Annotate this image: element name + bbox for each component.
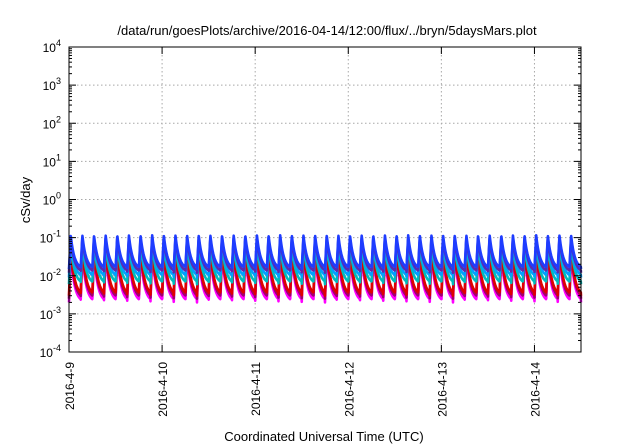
x-tick-labels: 2016-4-9 2016-4-10 2016-4-11 2016-4-12 2016-… [63,362,542,417]
x-tick-label: 2016-4-10 [156,362,170,417]
y-tick-exponent: -4 [53,343,61,353]
grid [69,47,581,352]
series-line-3 [67,244,583,297]
y-tick-label: 10-3 [40,305,61,322]
x-tick-label: 2016-4-11 [249,362,263,416]
y-tick-base: 10 [43,79,57,93]
axis-ticks [68,46,581,353]
y-axis-label: cSv/day [18,176,33,223]
x-tick-label: 2016-4-14 [528,362,542,417]
y-tick-exponent: 3 [56,76,61,86]
y-tick-base: 10 [40,270,54,284]
y-tick-label: 103 [43,76,61,93]
y-tick-base: 10 [40,308,54,322]
y-tick-base: 10 [40,232,54,246]
y-tick-base: 10 [43,41,57,55]
y-tick-base: 10 [43,194,57,208]
y-tick-exponent: 0 [56,191,61,201]
series-line-7 [67,234,583,271]
x-tick-label: 2016-4-12 [342,362,356,417]
y-tick-base: 10 [43,155,57,169]
y-tick-exponent: -3 [53,305,61,315]
y-tick-label: 101 [43,152,61,169]
y-tick-label: 10-4 [40,343,61,360]
y-tick-exponent: 1 [56,152,61,162]
chart-title: /data/run/goesPlots/archive/2016-04-14/1… [117,23,537,38]
series-layer [67,234,583,304]
y-tick-label: 10-1 [40,229,61,246]
y-tick-label: 100 [43,191,61,208]
y-tick-label: 102 [43,114,61,131]
y-tick-exponent: -2 [53,267,61,277]
x-tick-label: 2016-4-9 [63,362,77,410]
y-tick-base: 10 [43,117,57,131]
y-tick-exponent: 2 [56,114,61,124]
y-tick-base: 10 [40,346,54,360]
y-tick-label: 104 [43,38,61,55]
x-tick-label: 2016-4-13 [435,362,449,417]
x-axis-label: Coordinated Universal Time (UTC) [224,429,423,444]
y-tick-exponent: -1 [53,229,61,239]
y-tick-exponent: 4 [56,38,61,48]
y-tick-label: 10-2 [40,267,61,284]
